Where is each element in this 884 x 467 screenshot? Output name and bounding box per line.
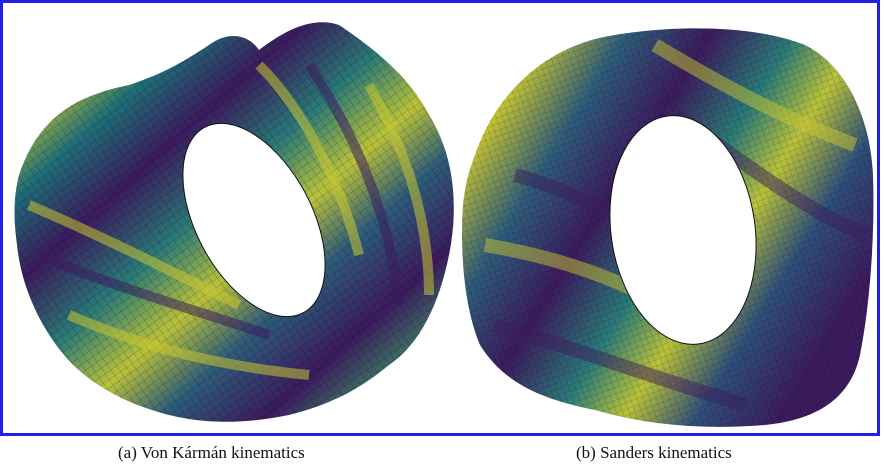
shell-inner-opening	[609, 115, 757, 345]
sanders-shell-plot	[461, 28, 874, 427]
von-karman-shell-plot	[14, 22, 454, 422]
panel-a-shell-surface	[9, 5, 461, 435]
caption-a: (a) Von Kármán kinematics	[118, 443, 305, 462]
caption-b: (b) Sanders kinematics	[576, 443, 732, 462]
figure-frame	[0, 0, 880, 436]
wave-bands	[27, 61, 434, 380]
panel-b-shell-surface	[455, 5, 881, 435]
shell-inner-opening	[182, 123, 326, 317]
